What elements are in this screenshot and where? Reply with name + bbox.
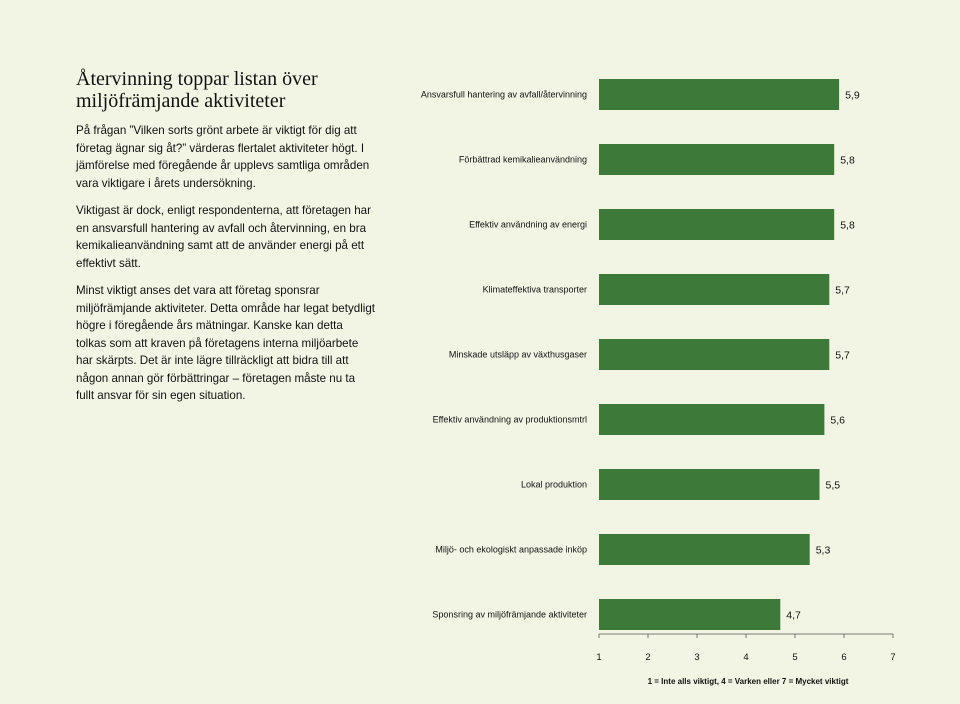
value-label: 5,3: [816, 545, 831, 557]
bar: [599, 534, 810, 565]
value-label: 5,9: [845, 90, 860, 102]
value-label: 4,7: [786, 610, 801, 622]
value-label: 5,6: [830, 415, 845, 427]
tick-label: 3: [694, 652, 699, 663]
bar: [599, 339, 830, 370]
category-label: Minskade utsläpp av växthusgaser: [449, 350, 587, 360]
value-label: 5,8: [840, 155, 855, 167]
category-label: Miljö- och ekologiskt anpassade inköp: [435, 545, 587, 555]
bar-group: Ansvarsfull hantering av avfall/återvinn…: [421, 79, 860, 630]
scale-legend: 1 = Inte alls viktigt, 4 = Varken eller …: [648, 677, 849, 686]
importance-paragraph: Viktigast är dock, enligt respondenterna…: [76, 204, 371, 270]
text-panel: Återvinning toppar listan över miljöfräm…: [76, 68, 376, 415]
bar: [599, 469, 820, 500]
category-label: Lokal produktion: [521, 480, 587, 490]
tick-label: 2: [645, 652, 650, 663]
bar: [599, 404, 825, 435]
sponsorship-paragraph: Minst viktigt anses det vara att företag…: [76, 284, 376, 402]
category-label: Klimateffektiva transporter: [483, 285, 587, 295]
bar: [599, 209, 835, 240]
intro-paragraph: På frågan ”Vilken sorts grönt arbete är …: [76, 124, 370, 190]
tick-label: 6: [841, 652, 846, 663]
value-label: 5,8: [840, 220, 855, 232]
page-title: Återvinning toppar listan över miljöfräm…: [76, 68, 318, 112]
category-label: Sponsring av miljöfrämjande aktiviteter: [432, 610, 587, 620]
x-axis-ticks: 1 2 3 4 5 6 7: [596, 634, 896, 663]
tick-label: 7: [890, 652, 895, 663]
tick-label: 1: [596, 652, 601, 663]
tick-label: 5: [792, 652, 797, 663]
bar: [599, 274, 830, 305]
value-label: 5,5: [826, 480, 841, 492]
tick-label: 4: [743, 652, 748, 663]
category-label: Effektiv användning av produktionsmtrl: [433, 415, 587, 425]
category-label: Förbättrad kemikalieanvändning: [459, 155, 587, 165]
bar: [599, 144, 835, 175]
category-label: Effektiv användning av energi: [469, 220, 587, 230]
value-label: 5,7: [835, 285, 850, 297]
category-label: Ansvarsfull hantering av avfall/återvinn…: [421, 90, 587, 100]
value-label: 5,7: [835, 350, 850, 362]
bar: [599, 599, 781, 630]
bar: [599, 79, 840, 110]
